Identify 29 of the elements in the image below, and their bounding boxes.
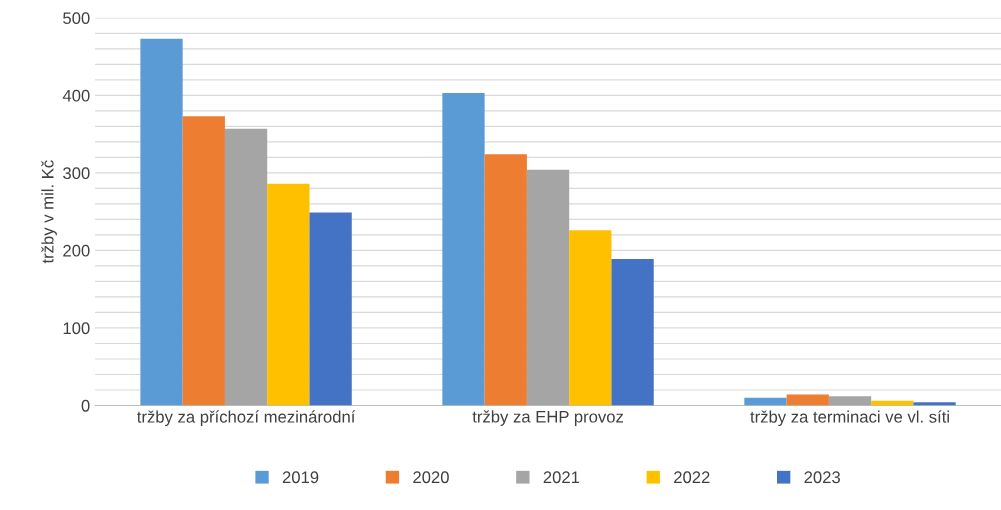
x-tick-label: tržby za EHP provoz (472, 410, 624, 426)
legend-label: 2022 (674, 471, 710, 484)
y-tick-label: 100 (63, 322, 90, 335)
legend-label: 2019 (282, 471, 319, 484)
bar (913, 402, 956, 406)
bar (569, 230, 612, 406)
bar (786, 394, 829, 406)
x-tick-label: tržby za terminaci ve vl. síti (750, 410, 949, 427)
y-tick-label: 0 (81, 399, 90, 412)
y-axis-title: tržby v mil. Kč (41, 160, 57, 264)
bar (828, 396, 872, 406)
legend-label: 2023 (804, 471, 840, 484)
legend-label: 2021 (543, 471, 580, 484)
x-tick-label: tržby za příchozí mezinárodní (137, 410, 356, 427)
bar (611, 258, 654, 406)
bar (224, 128, 268, 406)
bar (442, 93, 485, 406)
bar (182, 116, 225, 406)
legend-label: 2020 (413, 471, 449, 484)
bar (484, 154, 527, 406)
bar (526, 169, 570, 406)
y-tick-label: 500 (63, 12, 90, 25)
y-tick-label: 300 (63, 167, 90, 180)
bar (140, 38, 183, 406)
bar (267, 183, 310, 406)
bar (309, 212, 352, 406)
y-tick-label: 400 (62, 89, 90, 102)
bar (744, 397, 787, 406)
y-tick-label: 200 (63, 244, 90, 257)
